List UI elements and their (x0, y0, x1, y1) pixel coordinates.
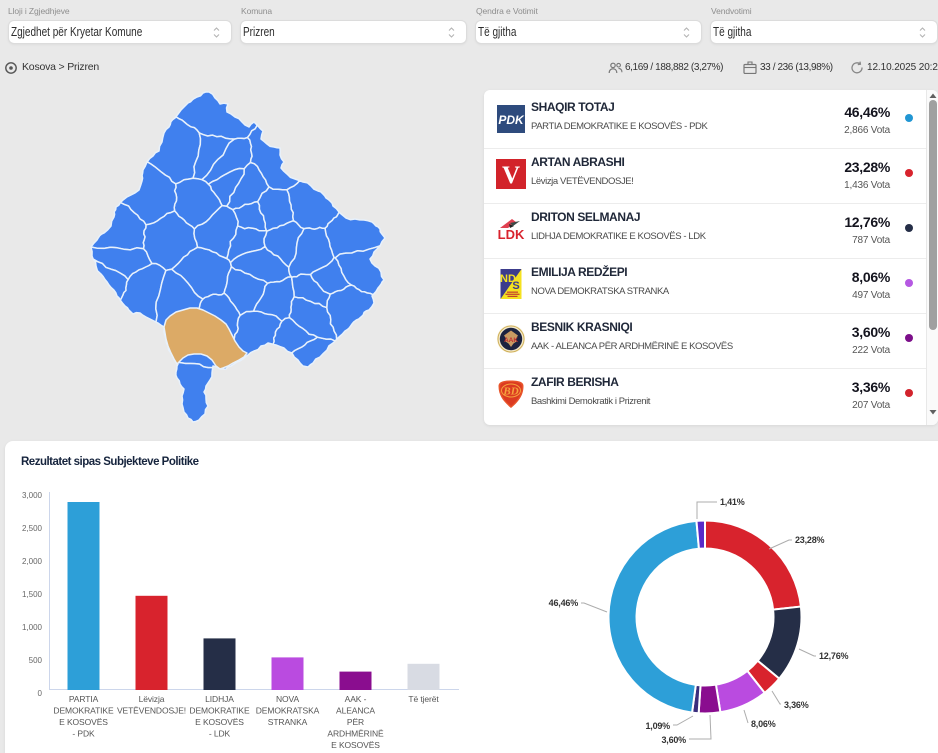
svg-text:23,28%: 23,28% (795, 535, 825, 545)
svg-text:3,36%: 3,36% (784, 700, 809, 710)
svg-text:1,500: 1,500 (22, 590, 43, 599)
svg-text:V: V (502, 162, 520, 189)
svg-text:PDK: PDK (498, 113, 525, 127)
svg-text:46,46%: 46,46% (549, 598, 579, 608)
svg-text:1,09%: 1,09% (645, 721, 670, 731)
svg-text:12,76%: 12,76% (819, 651, 849, 661)
svg-text:2,500: 2,500 (22, 524, 43, 533)
svg-text:S: S (512, 280, 519, 292)
svg-text:Të tjerët: Të tjerët (408, 694, 439, 704)
svg-text:AAK: AAK (504, 337, 518, 344)
svg-text:LDK: LDK (498, 227, 525, 242)
svg-text:0: 0 (38, 689, 43, 698)
svg-text:ND: ND (500, 273, 516, 285)
svg-text:3,000: 3,000 (22, 491, 43, 500)
svg-text:500: 500 (29, 656, 43, 665)
svg-text:3,60%: 3,60% (661, 735, 686, 745)
svg-text:1,000: 1,000 (22, 623, 43, 632)
svg-text:8,06%: 8,06% (751, 719, 776, 729)
svg-text:1,41%: 1,41% (720, 497, 745, 507)
svg-text:2,000: 2,000 (22, 557, 43, 566)
svg-text:BD: BD (502, 386, 518, 398)
